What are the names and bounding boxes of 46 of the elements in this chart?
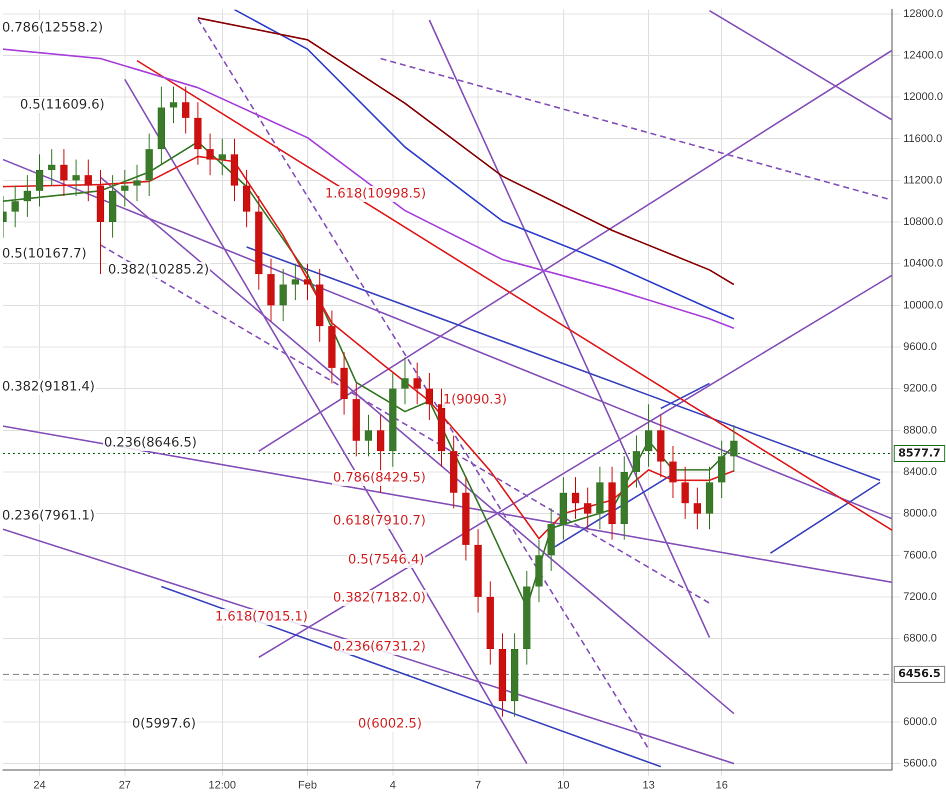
annotation: 0(6002.5)	[358, 716, 422, 732]
y-tick-label: 9200.0	[903, 382, 937, 395]
x-tick-label: 12:00	[208, 779, 236, 792]
annotation: 1(9090.3)	[443, 392, 507, 408]
y-tick-label: 8400.0	[903, 466, 937, 478]
y-tick-label: 10800.0	[903, 216, 944, 228]
ref-line-label: 6456.5	[898, 667, 941, 680]
y-tick-label: 11600.0	[903, 132, 942, 145]
y-tick-label: 8000.0	[903, 508, 937, 520]
annotation: 0.5(7546.4)	[348, 552, 424, 568]
annotation: 0.236(8646.5)	[104, 435, 197, 450]
y-tick-label: 8800.0	[903, 424, 937, 436]
y-tick-label: 11200.0	[903, 174, 942, 186]
y-tick-label: 12400.0	[903, 49, 944, 62]
y-tick-label: 7600.0	[903, 549, 937, 562]
annotation: 1.618(7015.1)	[215, 609, 308, 624]
annotation: 1.618(10998.5)	[325, 186, 426, 202]
annotation: 0.382(9181.4)	[2, 379, 95, 394]
x-tick-label: 4	[390, 779, 396, 792]
y-tick-label: 5600.0	[903, 758, 937, 770]
annotation: 0.786(8429.5)	[333, 470, 426, 486]
x-tick-label: 16	[716, 779, 728, 792]
annotation: 0.618(7910.7)	[333, 513, 426, 528]
annotation: 0.786(12558.2)	[2, 20, 104, 36]
annotation: 0.5(11609.6)	[20, 97, 105, 112]
y-tick-label: 12000.0	[903, 91, 944, 104]
x-tick-label: 13	[642, 779, 655, 792]
y-tick-label: 12800.0	[903, 8, 944, 20]
x-tick-label: Feb	[298, 779, 318, 792]
y-tick-label: 9600.0	[903, 341, 937, 354]
x-tick-label: 10	[557, 779, 570, 792]
annotation: 0.5(10167.7)	[2, 246, 87, 262]
x-tick-label: 27	[118, 779, 131, 792]
x-tick-label: 7	[475, 779, 482, 792]
annotation: 0.382(7182.0)	[333, 590, 426, 606]
annotation: 0.382(10285.2)	[108, 262, 210, 278]
y-tick-label: 10000.0	[903, 299, 944, 312]
annotation: 0(5997.6)	[132, 716, 196, 732]
annotation: 0.236(7961.1)	[2, 508, 95, 524]
y-tick-label: 6000.0	[903, 716, 937, 728]
y-tick-label: 6800.0	[903, 632, 937, 645]
y-tick-label: 10400.0	[903, 258, 944, 270]
y-tick-label: 7200.0	[903, 590, 937, 603]
x-tick-label: 24	[33, 779, 46, 792]
ref-line-label: 8577.7	[898, 446, 941, 460]
annotation: 0.236(6731.2)	[333, 639, 426, 654]
